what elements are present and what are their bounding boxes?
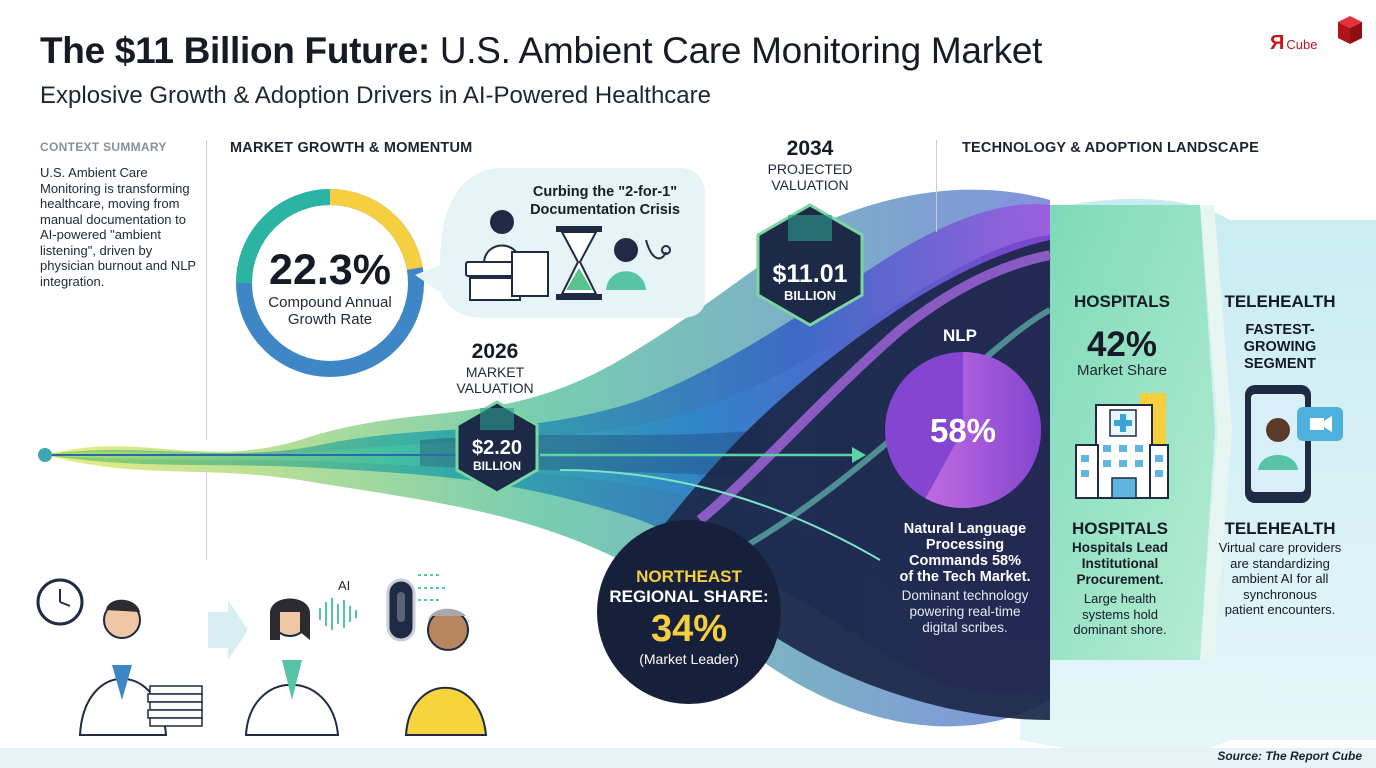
valuation-2026-unit: BILLION [473,459,521,473]
hospitals-title: HOSPITALS [1071,519,1169,538]
crisis-title: Curbing the "2-for-1" Documentation Cris… [510,183,700,219]
brand-logo-mark: Я [1270,32,1285,54]
context-text: U.S. Ambient Care Monitoring is transfor… [40,165,196,289]
footer-source: Source: The Report Cube [1217,749,1362,763]
nurse-stethoscope-icon [606,238,671,290]
nlp-body-2: powering real-time [909,604,1021,619]
valuation-2034-caption: 2034 PROJECTED VALUATION [750,137,870,193]
hospitals-head-1: Hospitals Lead [1071,540,1169,555]
telehealth-body-2: are standardizing [1230,555,1330,571]
cagr-donut-highlight [329,189,423,271]
northeast-line2: REGIONAL SHARE: [609,587,769,606]
brand-logo-word: Cube [1286,37,1318,52]
northeast-block: NORTHEAST REGIONAL SHARE: 34% (Market Le… [604,567,774,667]
doctor-keyboard-icon [465,210,549,301]
crisis-title-line2: Documentation Crisis [530,202,680,218]
telehealth-sub-2: GROWING [1243,339,1317,355]
nlp-label: NLP [943,326,977,345]
hospitals-body-1: Large health [1083,591,1157,606]
divider-technology [936,140,937,232]
divider-context-lower [206,470,207,560]
hospitals-body-3: dominant shore. [1073,622,1167,637]
cagr-label-line1: Compound Annual [268,294,392,311]
northeast-circle [597,520,781,704]
valuation-2034-unit: BILLION [784,288,836,303]
telehealth-top-label: TELEHEALTH [1224,292,1336,311]
valuation-2026-value: $2.20 [471,437,523,459]
cagr-block: 22.3% Compound Annual Growth Rate [250,246,410,328]
hospitals-head-2: Institutional [1081,556,1159,571]
valuation-2034-value: $11.01 [772,260,848,288]
telehealth-subtitle: FASTEST- GROWING SEGMENT [1220,322,1340,373]
valuation-2034-line1: PROJECTED [767,161,853,177]
telehealth-body-4: synchronous [1243,586,1317,602]
telehealth-body-3: ambient AI for all [1231,571,1329,586]
nlp-body-3: digital scribes. [922,620,1008,635]
nlp-value: 58% [929,412,997,449]
growth-section-label: MARKET GROWTH & MOMENTUM [230,140,473,156]
valuation-2026-year: 2026 [471,340,519,363]
nlp-head-1: Natural Language [903,521,1027,537]
valuation-2026-line2: VALUATION [456,380,534,396]
telehealth-title: TELEHEALTH [1224,519,1336,538]
valuation-2026-caption: 2026 MARKET VALUATION [440,340,550,396]
hospitals-share-label: Market Share [1076,362,1168,379]
nlp-description: Natural Language Processing Commands 58%… [880,521,1050,636]
page-subtitle: Explosive Growth & Adoption Drivers in A… [40,82,711,109]
doctor-patient-ai-icon [244,574,488,736]
hourglass-icon [556,226,602,300]
divider-context [206,140,207,440]
nlp-head-3: Commands 58% [908,553,1021,569]
nlp-pie-slice [925,352,1041,508]
cagr-value: 22.3% [269,246,391,294]
telehealth-sub-3: SEGMENT [1244,356,1316,372]
valuation-2026-badge-text: $2.20 BILLION [457,437,537,473]
page-title: The $11 Billion Future: U.S. Ambient Car… [40,30,1042,72]
hospitals-head-3: Procurement. [1076,572,1164,587]
brand-logo-cube [1338,16,1362,44]
telehealth-body-5: patient encounters. [1224,602,1336,617]
telehealth-description: TELEHEALTH Virtual care providers are st… [1200,518,1360,618]
technology-section-label: TECHNOLOGY & ADOPTION LANDSCAPE [962,140,1260,156]
nlp-head-2: Processing [925,537,1005,553]
northeast-value: 34% [650,608,728,650]
cagr-donut-arc [236,189,331,284]
footer-bar [0,748,1376,768]
badge-2026 [455,400,539,495]
valuation-2026-line1: MARKET [465,364,525,380]
badge-2034 [756,203,864,327]
northeast-note: (Market Leader) [639,651,739,667]
brand-logo: Я Cube [1270,32,1317,55]
valuation-2034-badge-text: $11.01 BILLION [760,260,860,303]
cagr-label-line2: Growth Rate [287,311,373,328]
stressed-doctor-icon [36,578,203,736]
page-title-bold: The $11 Billion Future: [40,30,430,71]
ai-label: AI [338,578,351,593]
hospitals-share-value: 42% [1086,325,1158,364]
nlp-head-4: of the Tech Market. [899,569,1031,585]
nlp-body-1: Dominant technology [901,588,1029,603]
transition-arrow [208,600,248,660]
telehealth-phone-icon [1245,385,1343,503]
hospital-icon [1075,393,1169,499]
northeast-line1: NORTHEAST [636,567,742,586]
hospitals-description: HOSPITALS Hospitals Lead Institutional P… [1050,518,1190,638]
hospitals-top-label: HOSPITALS [1073,292,1171,311]
hospitals-body-2: systems hold [1082,606,1158,622]
valuation-2034-line2: VALUATION [771,177,849,193]
page-title-rest: U.S. Ambient Care Monitoring Market [439,30,1043,71]
timeline-start-dot [38,448,52,462]
context-label: CONTEXT SUMMARY [40,140,167,154]
telehealth-sub-1: FASTEST- [1245,322,1315,338]
telehealth-body-1: Virtual care providers [1218,540,1342,555]
crisis-title-line1: Curbing the "2-for-1" [532,184,678,200]
valuation-2034-year: 2034 [786,137,834,160]
